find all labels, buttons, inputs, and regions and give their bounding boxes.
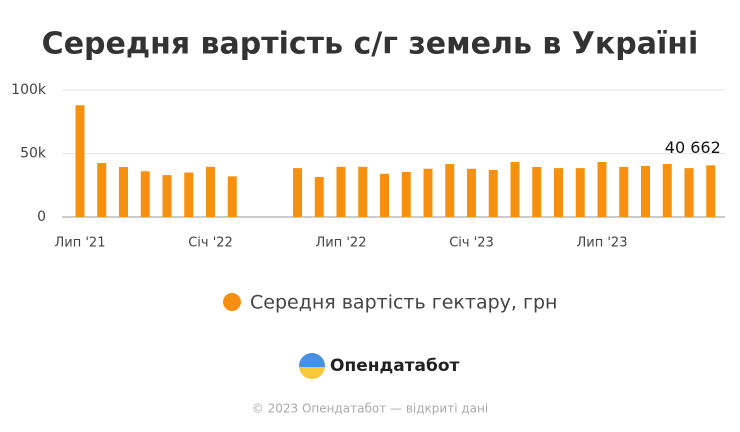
bar <box>641 165 650 217</box>
bar <box>380 173 389 217</box>
bar <box>184 172 194 217</box>
bar <box>293 168 302 217</box>
bar <box>488 170 498 217</box>
bar <box>706 165 716 217</box>
x-tick-label: Січ '23 <box>449 236 494 251</box>
bar <box>684 168 694 217</box>
x-tick-label: Лип '23 <box>577 236 628 251</box>
legend-marker <box>223 293 241 311</box>
copyright: © 2023 Опендатабот — відкриті дані <box>252 402 488 416</box>
x-tick-label: Лип '22 <box>316 236 367 251</box>
bar <box>597 162 607 217</box>
bar <box>162 175 172 217</box>
data-label: 40 662 <box>665 138 721 157</box>
x-tick-label: Лип '21 <box>55 236 106 251</box>
bar <box>97 163 107 217</box>
bar <box>75 105 85 217</box>
bar <box>554 168 563 217</box>
bar <box>445 164 455 217</box>
bar <box>401 171 411 217</box>
bar <box>619 166 629 217</box>
logo-bottom <box>299 367 325 379</box>
bar <box>119 166 128 217</box>
bar <box>206 166 215 217</box>
bar <box>575 168 585 217</box>
bar <box>662 164 672 217</box>
logo-top <box>299 353 325 367</box>
bar <box>227 176 237 217</box>
chart-title: Середня вартість с/г земель в Україні <box>42 27 699 62</box>
bar <box>510 162 520 217</box>
legend-label: Середня вартість гектару, грн <box>250 292 557 314</box>
x-tick-label: Січ '22 <box>188 236 233 251</box>
y-tick-label: 100k <box>11 82 47 98</box>
y-tick-label: 50k <box>20 146 47 162</box>
bar <box>358 166 368 217</box>
bar <box>336 166 346 217</box>
bar <box>140 171 150 217</box>
logo: Опендатабот <box>299 353 460 379</box>
legend: Середня вартість гектару, грн <box>223 292 557 314</box>
brand: Опендатабот <box>330 356 460 376</box>
bar <box>314 176 324 217</box>
bar <box>532 166 542 217</box>
bar <box>467 168 476 217</box>
bar <box>423 168 433 217</box>
y-tick-label: 0 <box>37 209 46 225</box>
